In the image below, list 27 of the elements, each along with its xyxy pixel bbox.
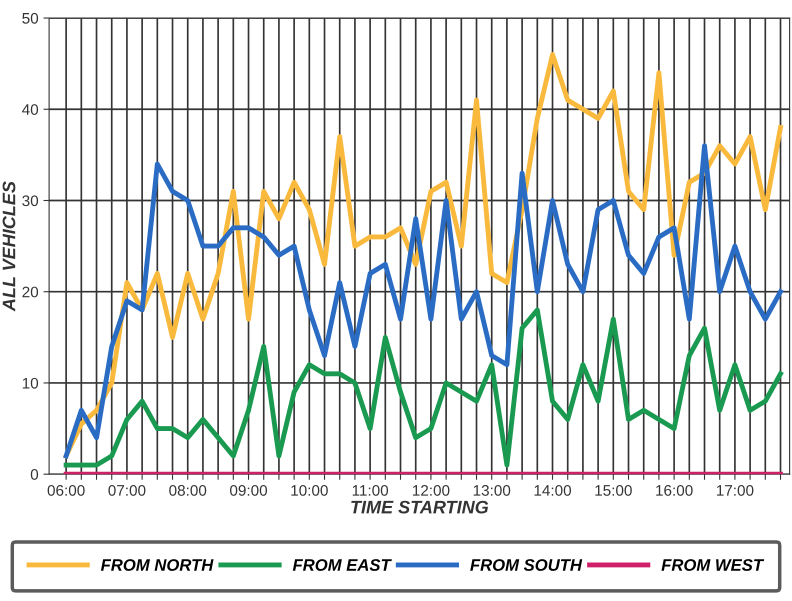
legend-label: FROM SOUTH <box>470 559 582 571</box>
y-tick-label: 0 <box>30 469 38 480</box>
x-tick-label: 15:00 <box>595 485 632 496</box>
x-axis-title: TIME STARTING <box>351 500 488 514</box>
x-tick-label: 13:00 <box>474 485 510 496</box>
y-tick-label: 30 <box>22 195 38 206</box>
x-tick-label: 17:00 <box>716 485 754 496</box>
line-series <box>64 308 783 468</box>
x-tick-label: 09:00 <box>230 485 268 496</box>
legend-label: FROM WEST <box>661 559 764 571</box>
legend-label: FROM NORTH <box>100 559 214 571</box>
y-tick-label: 20 <box>22 286 38 298</box>
x-tick-label: 16:00 <box>656 485 693 496</box>
x-tick-label: 07:00 <box>108 485 146 496</box>
x-tick-label: 12:00 <box>412 485 450 496</box>
legend-label: FROM EAST <box>292 559 392 571</box>
y-axis-title: ALL VEHICLES <box>2 181 16 312</box>
x-tick-label: 08:00 <box>169 485 206 496</box>
x-tick-label: 06:00 <box>48 485 85 496</box>
line-series <box>64 52 783 458</box>
x-tick-label: 10:00 <box>291 485 328 496</box>
y-tick-label: 10 <box>22 378 38 389</box>
x-tick-label: 14:00 <box>534 485 572 496</box>
y-tick-label: 50 <box>22 12 38 24</box>
x-tick-label: 11:00 <box>352 485 388 496</box>
y-tick-label: 40 <box>22 104 38 115</box>
line-series <box>64 143 783 458</box>
